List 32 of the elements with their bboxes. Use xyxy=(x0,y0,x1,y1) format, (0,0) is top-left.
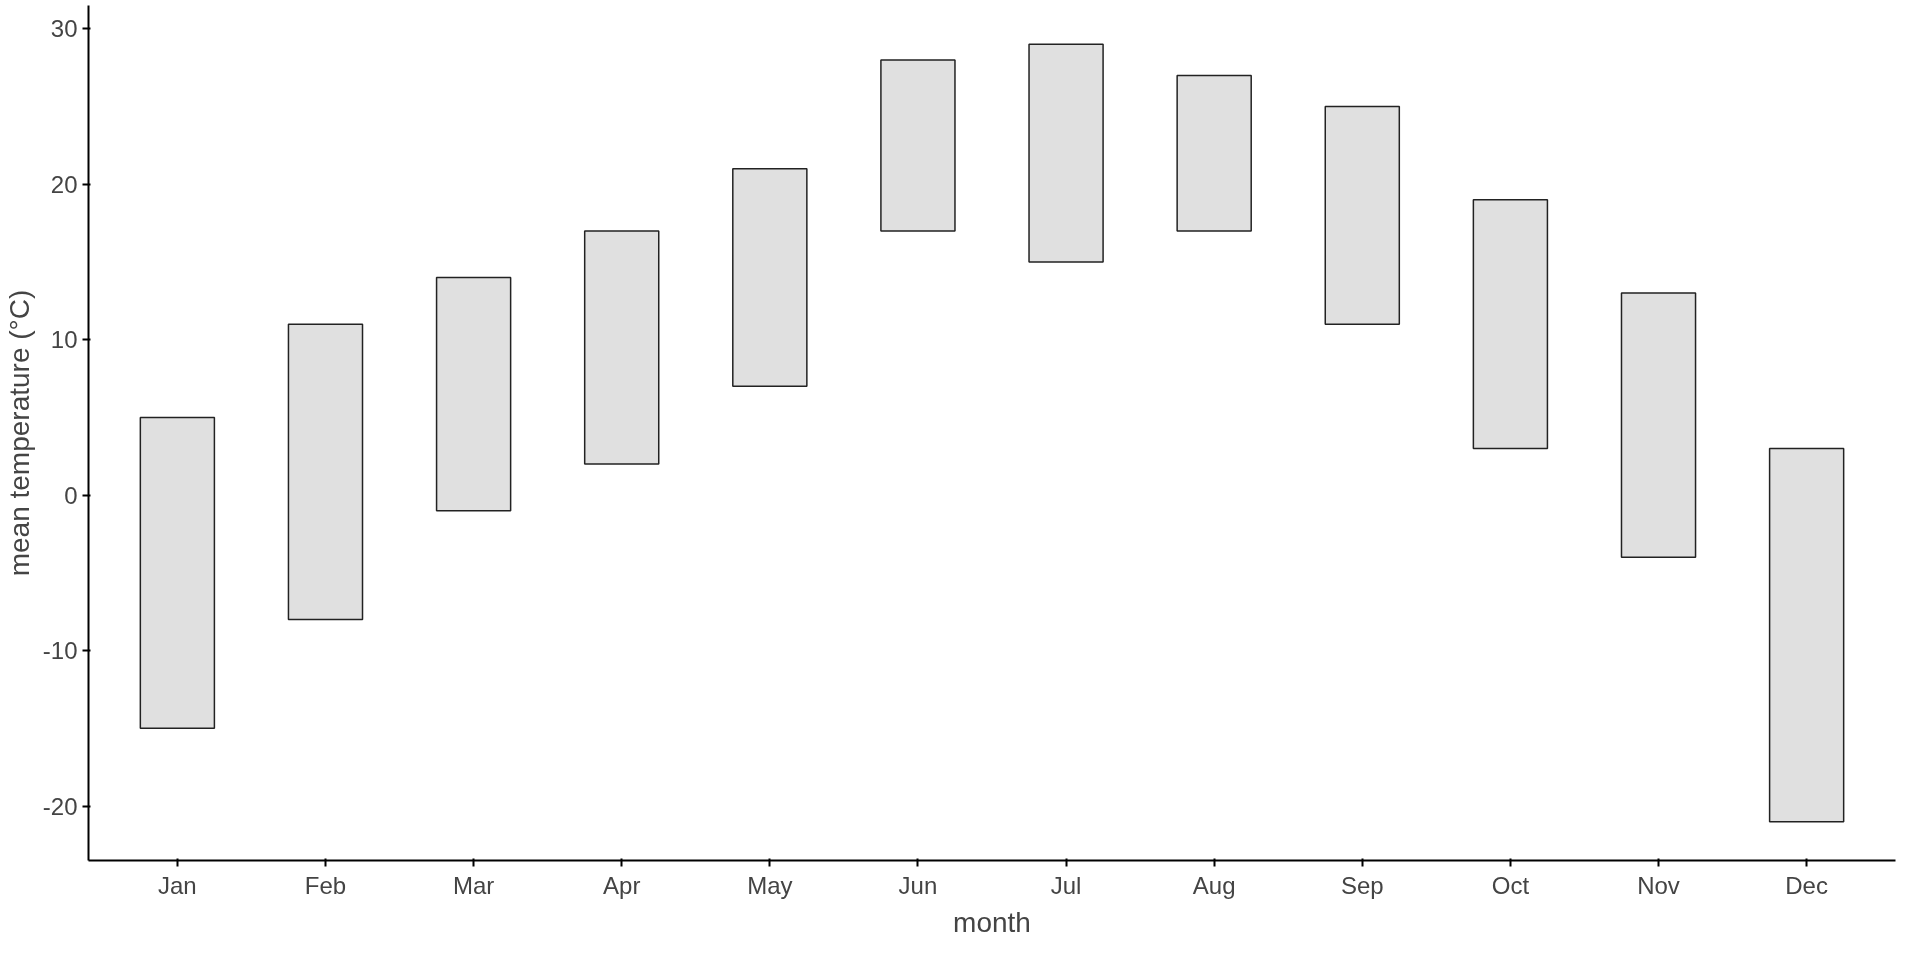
y-axis-title: mean temperature (°C) xyxy=(3,289,35,577)
bar xyxy=(287,323,364,621)
x-axis-title: month xyxy=(953,906,1031,938)
x-tick-label: Feb xyxy=(304,871,347,899)
y-tick-label: 0 xyxy=(64,481,78,509)
y-tick-label: 10 xyxy=(50,326,78,354)
bar xyxy=(435,276,512,512)
bar xyxy=(1768,447,1845,823)
x-tick-label: Oct xyxy=(1491,871,1530,899)
y-tick-label: 20 xyxy=(50,170,78,198)
bar xyxy=(1176,74,1252,232)
bar xyxy=(1620,292,1697,559)
x-tick-label: Aug xyxy=(1192,871,1236,899)
x-tick-label: Jan xyxy=(158,871,197,899)
y-tick-label: 30 xyxy=(50,15,78,43)
bar xyxy=(1028,43,1104,263)
bar xyxy=(1472,199,1549,450)
y-tick-label: -10 xyxy=(42,637,78,665)
bar xyxy=(583,230,660,465)
x-tick-label: Dec xyxy=(1785,871,1828,899)
x-tick-label: Nov xyxy=(1637,871,1680,899)
x-tick-label: Sep xyxy=(1340,871,1384,899)
bar xyxy=(139,416,216,730)
x-tick-label: Mar xyxy=(452,871,495,899)
x-tick-label: Apr xyxy=(603,871,641,899)
bar xyxy=(880,59,956,232)
x-tick-label: Jun xyxy=(898,871,938,899)
x-tick-label: May xyxy=(747,871,793,899)
bar xyxy=(1324,105,1401,325)
bar xyxy=(732,167,808,388)
y-tick-label: -20 xyxy=(42,792,78,820)
x-tick-label: Jul xyxy=(1050,871,1082,899)
